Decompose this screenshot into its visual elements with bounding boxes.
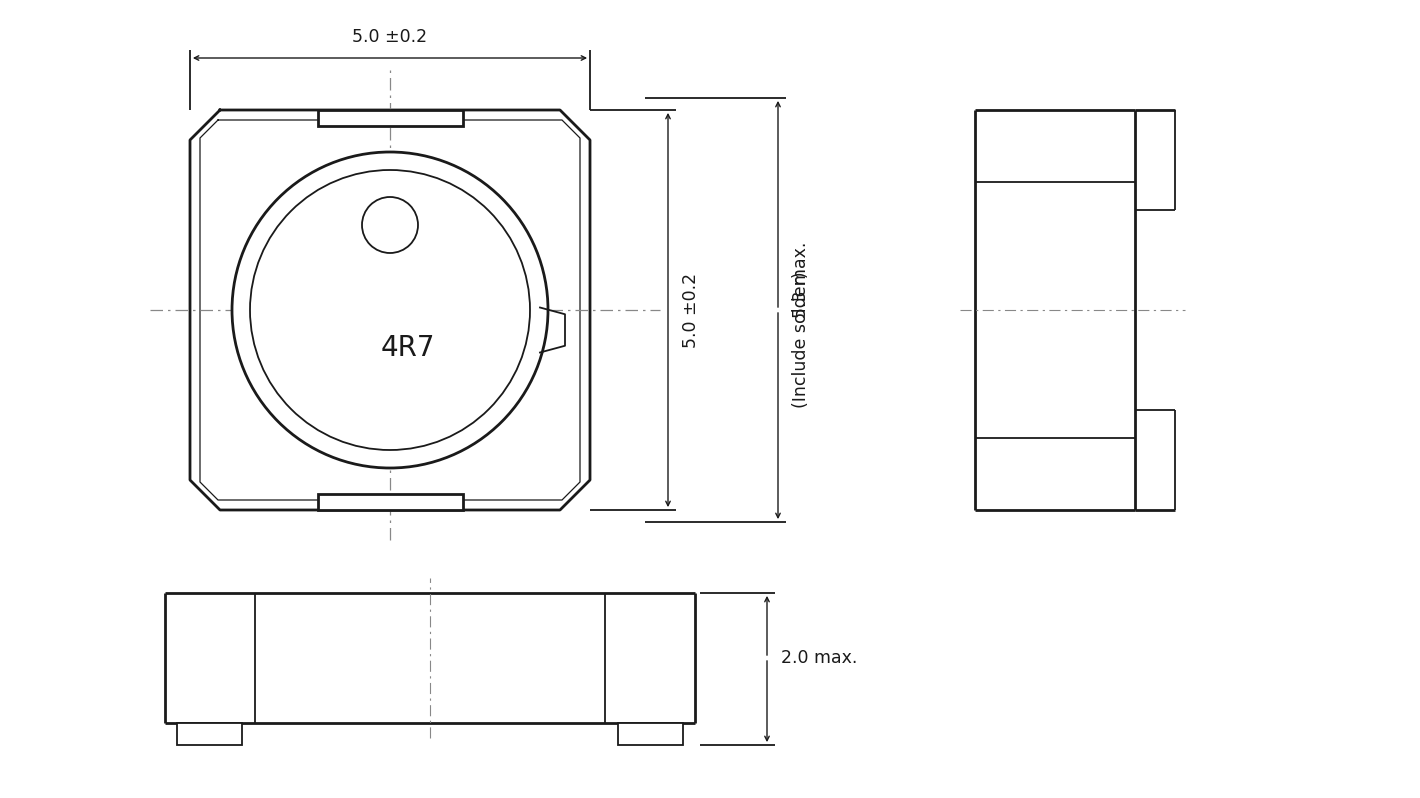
- Text: 5.0 ±0.2: 5.0 ±0.2: [682, 272, 700, 348]
- Bar: [318, 494, 463, 510]
- Text: 2.0 max.: 2.0 max.: [781, 649, 858, 667]
- Bar: [618, 723, 683, 745]
- Text: 4R7: 4R7: [381, 334, 436, 362]
- Circle shape: [250, 170, 530, 450]
- Bar: [178, 723, 241, 745]
- Text: 5.3 max.: 5.3 max.: [792, 242, 809, 318]
- Circle shape: [231, 152, 548, 468]
- Text: (Include solder): (Include solder): [792, 271, 809, 409]
- Bar: [318, 110, 463, 126]
- Text: 5.0 ±0.2: 5.0 ±0.2: [352, 28, 427, 46]
- Circle shape: [362, 197, 417, 253]
